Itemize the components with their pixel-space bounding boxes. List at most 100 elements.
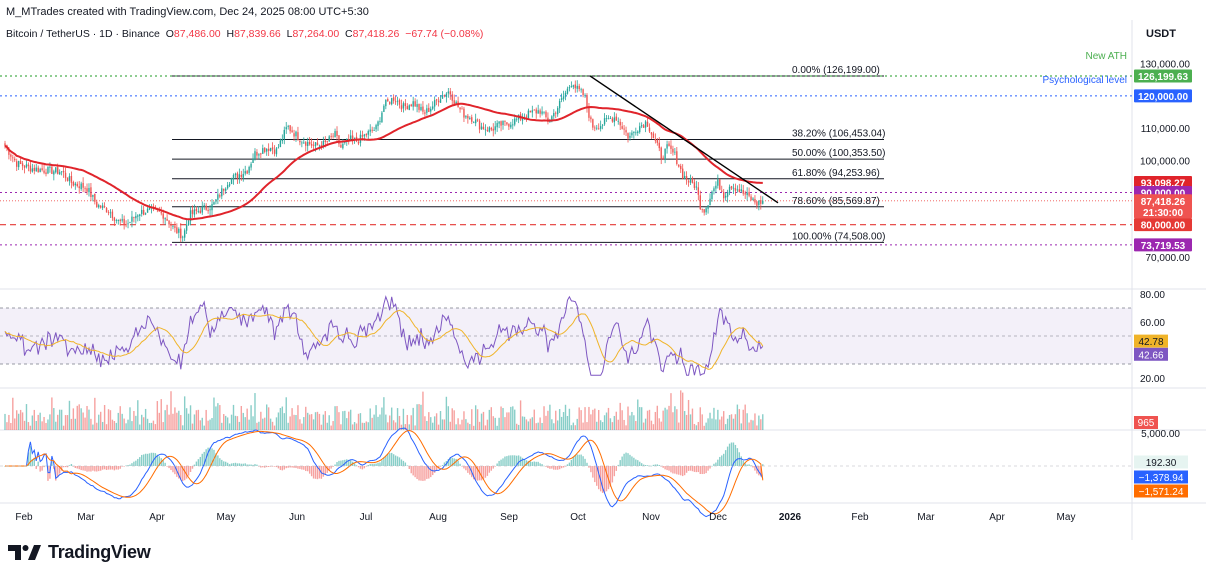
macd-hist-bar: [551, 466, 553, 469]
macd-hist-bar: [480, 466, 483, 481]
candle-body: [713, 188, 715, 192]
volume-bar: [412, 407, 414, 430]
macd-hist-bar: [141, 454, 143, 466]
candle-body: [271, 147, 274, 150]
candle-body: [762, 200, 764, 204]
macd-hist-bar: [150, 452, 153, 466]
macd-hist-bar: [582, 456, 584, 466]
macd-hist-bar: [687, 466, 690, 471]
volume-bar: [176, 412, 178, 430]
candle-body: [371, 129, 373, 131]
volume-bar: [80, 408, 82, 430]
volume-bar: [512, 406, 514, 430]
volume-bar: [615, 411, 617, 430]
volume-bar: [301, 423, 303, 430]
volume-bar: [426, 420, 428, 430]
macd-hist-bar: [107, 466, 110, 470]
candle-body: [510, 124, 512, 128]
candle-body: [318, 145, 321, 147]
macd-hist-bar: [195, 461, 198, 466]
macd-hist-bar: [41, 466, 43, 471]
candle-body: [170, 224, 172, 226]
candle-body: [586, 95, 588, 107]
volume-bar: [738, 409, 741, 430]
macd-hist-bar: [642, 464, 645, 466]
fib-level-label: 78.60% (85,569.87): [792, 196, 880, 207]
candle-body: [553, 113, 555, 117]
candle-body: [264, 147, 266, 152]
candle-body: [125, 224, 127, 226]
macd-hist-bar: [135, 460, 137, 466]
candle-body: [564, 92, 567, 97]
volume-bar: [457, 418, 459, 430]
candle-body: [422, 106, 424, 112]
chart-canvas[interactable]: 0.00% (126,199.00) 38.20% (106,453.04) 50.…: [0, 0, 1206, 540]
candle-body: [394, 101, 397, 103]
candle-body: [144, 213, 147, 215]
macd-hist-bar: [721, 455, 723, 466]
macd-hist-bar: [601, 466, 604, 493]
currency-label[interactable]: USDT: [1146, 28, 1176, 40]
volume-bar: [416, 404, 418, 430]
macd-hist-bar: [556, 466, 559, 470]
volume-bar: [553, 423, 555, 430]
candle-body: [465, 115, 467, 118]
volume-bar: [726, 418, 729, 430]
macd-hist-bar: [512, 455, 514, 466]
macd-hist-bar: [139, 457, 141, 466]
macd-hist-bar: [57, 466, 59, 478]
volume-bar: [685, 414, 688, 430]
volume-bar: [281, 406, 284, 430]
candle-body: [176, 227, 178, 234]
volume-bar: [295, 415, 297, 430]
candle-body: [363, 134, 366, 137]
volume-bar: [611, 422, 614, 430]
volume-bar: [592, 409, 594, 430]
ath-annotation: New ATH: [1086, 51, 1128, 62]
volume-bar: [365, 421, 368, 430]
candle-body: [529, 110, 532, 113]
candle-body: [424, 112, 426, 114]
candle-body: [592, 119, 594, 128]
volume-bar: [84, 417, 86, 430]
candle-body: [506, 122, 508, 125]
volume-bar: [674, 406, 676, 430]
candle-body: [330, 136, 332, 138]
candle-body: [715, 185, 717, 189]
candle-body: [285, 127, 287, 130]
candle-body: [183, 230, 186, 238]
candle-body: [76, 183, 78, 187]
candle-body: [70, 175, 73, 183]
candle-body: [601, 124, 604, 126]
psych-annotation: Psychological level: [1043, 75, 1128, 86]
macd-hist-bar: [627, 453, 629, 466]
macd-hist-bar: [414, 466, 416, 478]
candle-body: [207, 209, 209, 212]
time-tick-label: Aug: [429, 512, 447, 523]
volume-bar: [195, 410, 198, 430]
macd-hist-bar: [240, 463, 243, 466]
volume-bar: [64, 415, 67, 430]
volume-bar: [201, 417, 203, 430]
candle-body: [119, 219, 121, 222]
macd-hist-bar: [166, 466, 168, 467]
candle-body: [262, 148, 264, 154]
candle-body: [357, 141, 360, 144]
macd-hist-bar: [119, 466, 121, 469]
candle-body: [66, 177, 69, 181]
macd-hist-bar: [463, 466, 465, 469]
candle-body: [289, 125, 291, 132]
volume-bar: [723, 411, 725, 430]
macd-hist-bar: [465, 466, 467, 471]
macd-hist-bar: [553, 466, 555, 470]
volume-bar: [351, 424, 354, 430]
trendline[interactable]: [589, 75, 779, 204]
symbol-title: Bitcoin / TetherUS · 1D · Binance: [6, 28, 160, 40]
macd-hist-bar: [27, 452, 30, 466]
macd-hist-bar: [187, 466, 190, 476]
candle-body: [21, 163, 24, 167]
candle-body: [514, 118, 516, 125]
volume-bar: [98, 414, 100, 430]
price-tick-label: 130,000.00: [1140, 60, 1190, 71]
volume-bar: [144, 408, 147, 430]
